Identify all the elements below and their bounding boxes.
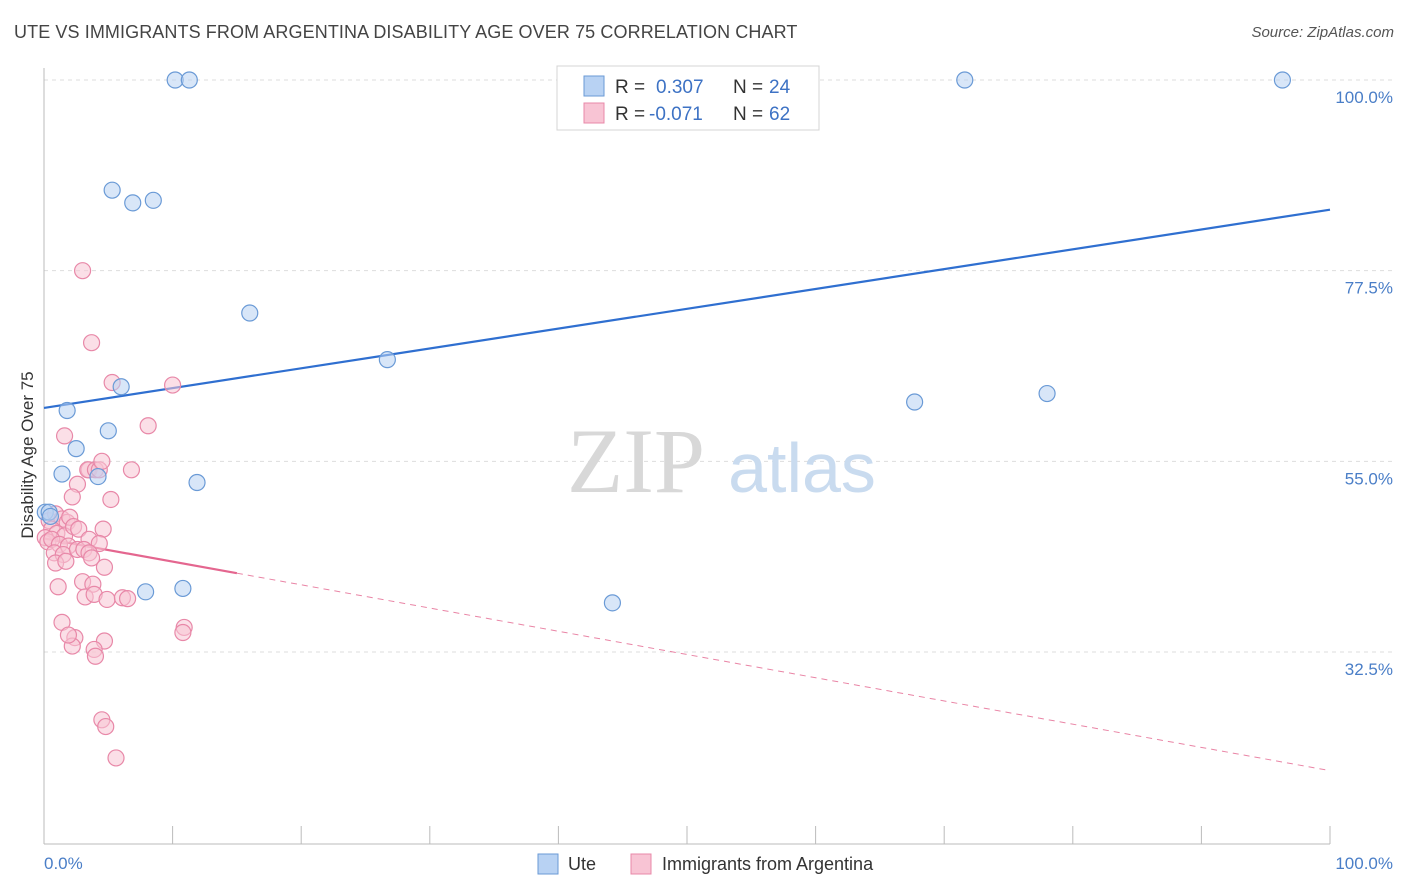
correlation-legend: R = 0.307 N = 24 R = -0.071 N = 62 (556, 65, 820, 131)
data-point-ute (956, 71, 974, 89)
data-point-ute (144, 191, 162, 209)
data-point-argentina (174, 623, 192, 642)
series-legend: Ute Immigrants from Argentina (537, 853, 874, 875)
y-axis-title: Disability Age Over 75 (18, 371, 37, 538)
bottom-legend-swatch-ute (537, 853, 559, 875)
data-point-argentina (82, 334, 101, 352)
tick-labels: 32.5% 55.0% 77.5% 100.0% 0.0% 100.0% Disabilit… (18, 88, 1393, 873)
data-point-ute (89, 467, 107, 486)
data-point-ute (174, 579, 192, 598)
trend-line-ute (43, 208, 1331, 410)
data-point-ute (41, 507, 60, 526)
legend-r-label-ute: R = (615, 77, 645, 98)
data-point-argentina (70, 520, 88, 538)
source-credit: Source: ZipAtlas.com (1251, 24, 1394, 41)
data-point-argentina (63, 488, 81, 506)
legend-n-label-argentina: N = (733, 104, 763, 125)
data-point-ute (67, 440, 85, 458)
watermark-zip: ZIP (567, 410, 705, 512)
gridlines (44, 79, 1392, 653)
y-tick-label: 55.0% (1345, 469, 1393, 488)
trend-extension-argentina (236, 572, 1331, 772)
data-point-ute (1038, 384, 1056, 403)
data-point-argentina (73, 262, 92, 280)
data-point-argentina (122, 461, 141, 479)
legend-swatch-ute (583, 75, 605, 97)
data-point-ute (1273, 71, 1292, 89)
data-point-argentina (102, 490, 120, 509)
data-point-ute (241, 304, 259, 322)
data-point-ute (112, 378, 130, 396)
data-point-argentina (49, 578, 67, 596)
data-point-ute (136, 583, 155, 601)
bottom-legend-swatch-argentina (630, 853, 652, 875)
data-point-argentina (98, 590, 116, 609)
data-point-ute (188, 473, 206, 492)
bottom-legend-label-argentina: Immigrants from Argentina (662, 854, 874, 874)
watermark-atlas: atlas (728, 429, 876, 507)
x-tick-label-max: 100.0% (1335, 854, 1393, 873)
data-point-argentina (97, 717, 115, 736)
data-point-argentina (107, 749, 125, 767)
data-point-ute (58, 401, 76, 420)
legend-n-value-argentina: 62 (769, 104, 790, 125)
data-point-ute (378, 351, 396, 369)
data-point-ute (180, 71, 198, 89)
legend-r-label-argentina: R = (615, 104, 645, 125)
legend-r-value-ute: 0.307 (656, 77, 704, 98)
data-point-argentina (82, 549, 101, 567)
data-point-argentina (95, 558, 114, 576)
bottom-legend-label-ute: Ute (568, 854, 596, 874)
data-point-argentina (57, 552, 75, 570)
data-point-ute (124, 194, 142, 212)
data-point-argentina (164, 376, 182, 394)
legend-r-value-argentina: -0.071 (649, 104, 703, 125)
y-tick-label: 32.5% (1345, 660, 1393, 679)
data-point-ute (603, 594, 622, 612)
data-points (36, 71, 1292, 767)
data-point-argentina (86, 647, 105, 665)
data-point-argentina (139, 417, 157, 435)
y-tick-label: 100.0% (1335, 88, 1393, 107)
watermark: ZIP atlas (567, 410, 876, 512)
data-point-argentina (55, 427, 74, 445)
y-tick-label: 77.5% (1345, 279, 1393, 298)
legend-swatch-argentina (583, 102, 605, 124)
data-point-argentina (93, 452, 111, 470)
data-point-ute (906, 393, 924, 411)
chart-title: UTE VS IMMIGRANTS FROM ARGENTINA DISABIL… (14, 22, 798, 42)
x-tick-label-min: 0.0% (44, 854, 83, 873)
data-point-ute (103, 181, 121, 199)
legend-n-value-ute: 24 (769, 77, 791, 98)
data-point-argentina (59, 626, 78, 644)
data-point-ute (53, 465, 71, 483)
data-point-ute (99, 422, 117, 440)
data-point-argentina (94, 520, 112, 538)
axes (43, 68, 1331, 845)
data-point-argentina (118, 590, 137, 608)
legend-n-label-ute: N = (733, 77, 763, 98)
